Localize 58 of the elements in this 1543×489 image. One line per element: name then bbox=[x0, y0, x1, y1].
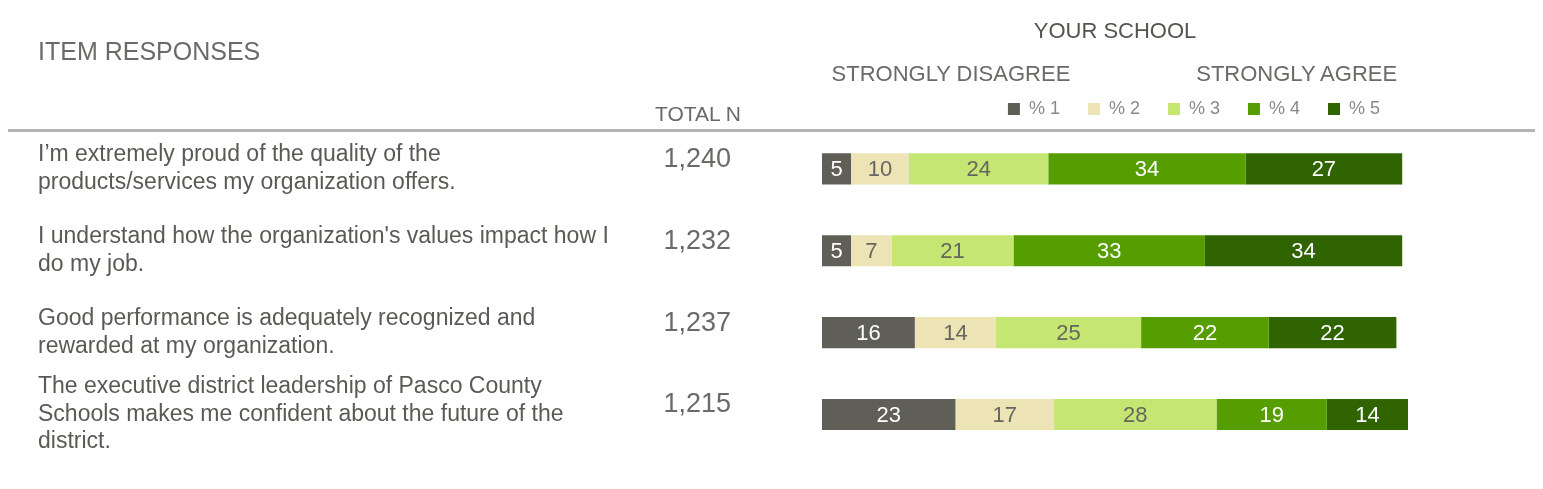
data-label: 19 bbox=[1259, 401, 1284, 427]
bar bbox=[822, 153, 852, 185]
text: 1,232 bbox=[663, 224, 731, 255]
y-tick-label: I’m extremely proud of the quality of the products/services my organization offers. bbox=[38, 140, 456, 195]
data-label: 21 bbox=[940, 237, 965, 263]
bar bbox=[955, 398, 1055, 431]
bar bbox=[851, 235, 892, 267]
legend-label: % 5 bbox=[1348, 97, 1381, 118]
data-label: 23 bbox=[876, 401, 901, 427]
text: 1,240 bbox=[663, 142, 731, 173]
bar bbox=[1204, 235, 1403, 267]
data-label: 24 bbox=[966, 155, 991, 181]
data-label: 27 bbox=[1311, 155, 1337, 181]
data-label: 16 bbox=[856, 319, 881, 345]
data-label: 14 bbox=[1355, 401, 1380, 427]
text: STRONGLY AGREE bbox=[1196, 61, 1398, 86]
text: STRONGLY DISAGREE bbox=[831, 61, 1071, 86]
bar bbox=[1326, 398, 1408, 431]
bar bbox=[1141, 317, 1269, 349]
bar bbox=[909, 153, 1049, 185]
text: 1,237 bbox=[663, 306, 731, 337]
text: ITEM RESPONSES bbox=[38, 36, 261, 65]
bar bbox=[1268, 317, 1397, 349]
legend-label: % 3 bbox=[1188, 97, 1220, 118]
legend-label: % 1 bbox=[1028, 97, 1060, 118]
data-label: 28 bbox=[1123, 401, 1148, 427]
data-label: 33 bbox=[1096, 237, 1122, 263]
data-label: 34 bbox=[1291, 237, 1316, 263]
bar bbox=[891, 235, 1014, 267]
bar bbox=[1048, 153, 1246, 185]
text: 1,215 bbox=[663, 388, 731, 419]
text: TOTAL N bbox=[655, 102, 741, 125]
data-label: 10 bbox=[867, 155, 893, 181]
data-label: 14 bbox=[943, 319, 968, 345]
data-label: 5 bbox=[830, 237, 843, 263]
legend-label: % 4 bbox=[1268, 97, 1300, 118]
data-label: 7 bbox=[865, 237, 878, 263]
data-label: 25 bbox=[1056, 319, 1081, 345]
bar bbox=[851, 153, 910, 185]
bar bbox=[822, 398, 956, 431]
chart-subtitle: YOUR SCHOOL bbox=[1033, 18, 1197, 43]
y-tick-label: I understand how the organization's values impact how I do my job. bbox=[38, 222, 609, 276]
data-label: 17 bbox=[992, 401, 1017, 427]
bar bbox=[822, 235, 852, 267]
bar bbox=[1013, 235, 1205, 267]
legend-label: % 2 bbox=[1108, 97, 1140, 118]
bar bbox=[822, 317, 915, 349]
data-label: 5 bbox=[830, 155, 843, 181]
bar bbox=[1216, 398, 1327, 431]
bar bbox=[996, 317, 1142, 349]
bar bbox=[914, 317, 997, 349]
data-label: 34 bbox=[1134, 155, 1160, 181]
data-label: 22 bbox=[1192, 319, 1218, 345]
y-tick-label: The executive district leadership of Pasco County Schools makes me confident about the future of the district. bbox=[38, 372, 564, 454]
y-tick-label: Good performance is adequately recognized and rewarded at my organization. bbox=[38, 304, 536, 358]
bar bbox=[1054, 398, 1217, 431]
bar bbox=[1245, 153, 1403, 185]
data-label: 22 bbox=[1320, 319, 1345, 345]
